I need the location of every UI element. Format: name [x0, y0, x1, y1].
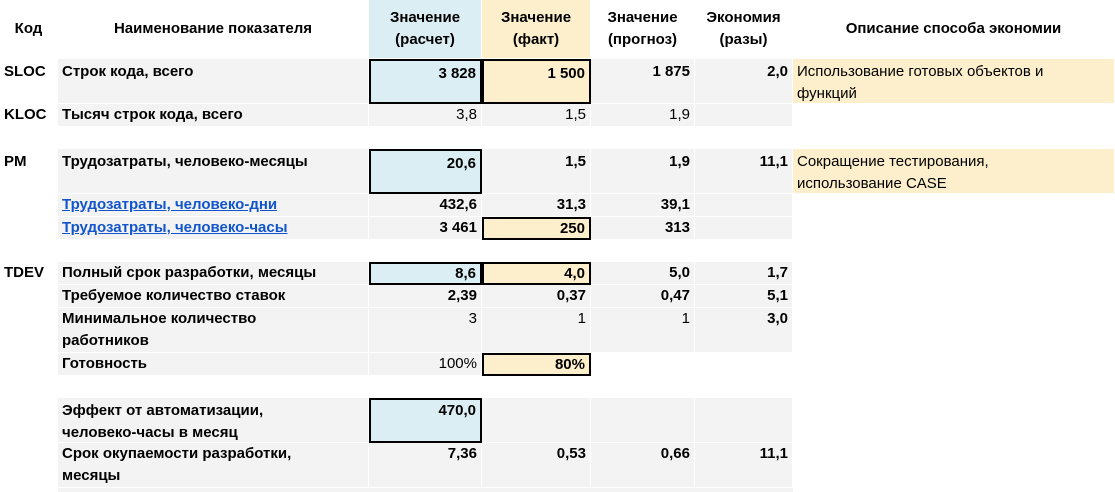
cell-fact-kloc[interactable]: 1,5 [482, 104, 591, 127]
cell-code-ready[interactable] [0, 353, 58, 376]
cell-economy-tdev[interactable]: 1,7 [695, 262, 793, 285]
cell-description-pm[interactable]: Сокращение тестирования, использование C… [793, 149, 1115, 194]
cell-name-pm-days[interactable]: Трудозатраты, человеко-дни [58, 194, 369, 217]
cell-description-workers[interactable] [793, 308, 1115, 353]
cell-economy-kloc[interactable] [695, 104, 793, 127]
cell-fact-ready[interactable]: 80% [482, 353, 591, 376]
cell-name-pm[interactable]: Трудозатраты, человеко-месяцы [58, 149, 369, 194]
cell-name-workers[interactable]: Минимальное количество работников [58, 308, 369, 353]
cell-fact-workers[interactable]: 1 [482, 308, 591, 353]
cell-calc-pm[interactable]: 20,6 [369, 149, 482, 194]
cell-description-effect[interactable] [793, 398, 1115, 443]
cell-name-tdev[interactable]: Полный срок разработки, месяцы [58, 262, 369, 285]
header-economy[interactable]: Экономия (разы) [695, 0, 793, 59]
cell-calc-pm-days[interactable]: 432,6 [369, 194, 482, 217]
cell-forecast-workers[interactable]: 1 [591, 308, 695, 353]
cell-code-pm-hours[interactable] [0, 217, 58, 240]
header-calc[interactable]: Значение (расчет) [369, 0, 482, 59]
cell-calc-effect[interactable]: 470,0 [369, 398, 482, 443]
header-code[interactable]: Код [0, 0, 58, 59]
header-name[interactable]: Наименование показателя [58, 0, 369, 59]
cell-forecast-ready[interactable] [591, 353, 695, 376]
cell-fact-pm-hours[interactable]: 250 [482, 217, 591, 240]
cell-name-ready[interactable]: Готовность [58, 353, 369, 376]
cell-description-kloc[interactable] [793, 104, 1115, 127]
cell-economy-payback[interactable]: 11,1 [695, 443, 793, 488]
cell-calc-sloc[interactable]: 3 828 [369, 59, 482, 104]
cell-economy-sloc[interactable]: 2,0 [695, 59, 793, 104]
cell-economy-workers[interactable]: 3,0 [695, 308, 793, 353]
cell-forecast-pm[interactable]: 1,9 [591, 149, 695, 194]
cell-calc-ready[interactable]: 100% [369, 353, 482, 376]
cell-name-kloc[interactable]: Тысяч строк кода, всего [58, 104, 369, 127]
cell-forecast-staff[interactable]: 0,47 [591, 285, 695, 308]
cell-forecast-kloc[interactable]: 1,9 [591, 104, 695, 127]
cell-calc-kloc[interactable]: 3,8 [369, 104, 482, 127]
cell-fact-sloc[interactable]: 1 500 [482, 59, 591, 104]
cell-forecast-effect[interactable] [591, 398, 695, 443]
cell-code-effect[interactable] [0, 398, 58, 443]
cell-forecast-tdev[interactable]: 5,0 [591, 262, 695, 285]
cell-forecast-sloc[interactable]: 1 875 [591, 59, 695, 104]
cell-code-sloc[interactable]: SLOC [0, 59, 58, 104]
cell-economy-pm-days[interactable] [695, 194, 793, 217]
link-pm-days[interactable]: Трудозатраты, человеко-дни [62, 196, 278, 213]
link-pm-hours[interactable]: Трудозатраты, человеко-часы [62, 219, 288, 236]
cell-name-payback[interactable]: Срок окупаемости разработки, месяцы [58, 443, 369, 488]
cell-name-sloc[interactable]: Строк кода, всего [58, 59, 369, 104]
cell-name-effect[interactable]: Эффект от автоматизации, человеко-часы в… [58, 398, 369, 443]
cell-fact-tdev[interactable]: 4,0 [482, 262, 591, 285]
cell-name-pm-hours[interactable]: Трудозатраты, человеко-часы [58, 217, 369, 240]
cell-economy-ready[interactable] [695, 353, 793, 376]
spacer-row [0, 127, 1115, 149]
cell-calc-pm-hours[interactable]: 3 461 [369, 217, 482, 240]
cell-fact-payback[interactable]: 0,53 [482, 443, 591, 488]
cell-code-staff[interactable] [0, 285, 58, 308]
cell-description-sloc[interactable]: Использование готовых объектов и функций [793, 59, 1115, 104]
spacer-row [0, 240, 1115, 262]
cell-calc-staff[interactable]: 2,39 [369, 285, 482, 308]
spacer-row [0, 376, 1115, 398]
cell-description-staff[interactable] [793, 285, 1115, 308]
cell-description-pm-hours[interactable] [793, 217, 1115, 240]
cell-description-payback[interactable] [793, 443, 1115, 488]
cell-code-payback[interactable] [0, 443, 58, 488]
cell-fact-staff[interactable]: 0,37 [482, 285, 591, 308]
cell-fact-pm[interactable]: 1,5 [482, 149, 591, 194]
cell-forecast-pm-hours[interactable]: 313 [591, 217, 695, 240]
cell-code-pm[interactable]: PM [0, 149, 58, 194]
cell-calc-payback[interactable]: 7,36 [369, 443, 482, 488]
cell-name-staff[interactable]: Требуемое количество ставок [58, 285, 369, 308]
cell-forecast-pm-days[interactable]: 39,1 [591, 194, 695, 217]
cell-economy-pm[interactable]: 11,1 [695, 149, 793, 194]
cell-description-tdev[interactable] [793, 262, 1115, 285]
header-forecast[interactable]: Значение (прогноз) [591, 0, 695, 59]
cell-forecast-payback[interactable]: 0,66 [591, 443, 695, 488]
spacer-row [58, 488, 793, 492]
cell-code-tdev[interactable]: TDEV [0, 262, 58, 285]
cell-code-kloc[interactable]: KLOC [0, 104, 58, 127]
cell-calc-workers[interactable]: 3 [369, 308, 482, 353]
cell-code-workers[interactable] [0, 308, 58, 353]
header-description[interactable]: Описание способа экономии [793, 0, 1115, 59]
cell-description-pm-days[interactable] [793, 194, 1115, 217]
cell-fact-pm-days[interactable]: 31,3 [482, 194, 591, 217]
cell-economy-effect[interactable] [695, 398, 793, 443]
header-fact[interactable]: Значение (факт) [482, 0, 591, 59]
cell-economy-staff[interactable]: 5,1 [695, 285, 793, 308]
cell-economy-pm-hours[interactable] [695, 217, 793, 240]
cell-fact-effect[interactable] [482, 398, 591, 443]
cell-calc-tdev[interactable]: 8,6 [369, 262, 482, 285]
cell-description-ready[interactable] [793, 353, 1115, 376]
cell-code-pm-days[interactable] [0, 194, 58, 217]
